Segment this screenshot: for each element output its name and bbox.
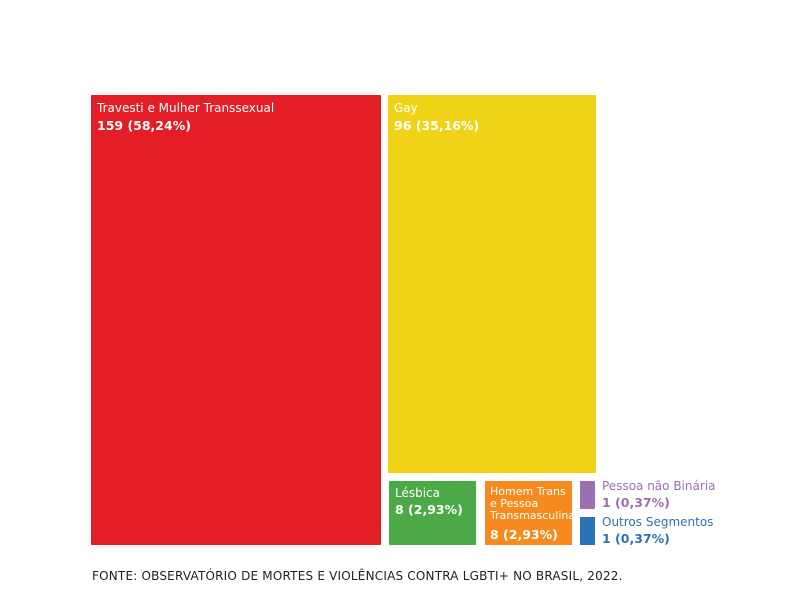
tile-value-gay: 96 (35,16%) (394, 118, 479, 133)
tile-value-lesbica: 8 (2,93%) (395, 502, 463, 517)
tile-label-line: e Pessoa (490, 497, 538, 510)
source-footnote: FONTE: OBSERVATÓRIO DE MORTES E VIOLÊNCI… (92, 569, 623, 583)
treemap-tile-gay (388, 95, 596, 473)
tile-label-homem-trans-e-pessoa-transmasculina: Homem Trans e Pessoa Transmasculina (489, 485, 575, 522)
tile-label-travesti-e-mulher-transsexual: Travesti e Mulher Transsexual (96, 101, 274, 115)
tile-label-lesbica: Lésbica (395, 486, 440, 500)
tile-value-homem-trans-e-pessoa-transmasculina: 8 (2,93%) (490, 527, 558, 542)
treemap-tile-outros-segmentos (580, 517, 595, 545)
tile-label-line: Transmasculina (489, 509, 575, 522)
tile-value-travesti-e-mulher-transsexual: 159 (58,24%) (97, 118, 191, 133)
tile-value-outros-segmentos: 1 (0,37%) (602, 531, 670, 546)
tile-label-pessoa-nao-binaria: Pessoa não Binária (602, 479, 715, 493)
tile-value-pessoa-nao-binaria: 1 (0,37%) (602, 495, 670, 510)
tile-label-line: Homem Trans (490, 485, 566, 498)
treemap-tile-travesti-e-mulher-transsexual (91, 95, 381, 545)
treemap-tile-homem-trans-e-pessoa-transmasculina (485, 481, 572, 545)
treemap-tile-pessoa-nao-binaria (580, 481, 595, 509)
treemap-chart: Travesti e Mulher Transsexual 159 (58,24%… (91, 95, 715, 546)
treemap-tile-lesbica (389, 481, 476, 545)
tile-label-gay: Gay (394, 101, 418, 115)
tile-label-outros-segmentos: Outros Segmentos (602, 515, 713, 529)
